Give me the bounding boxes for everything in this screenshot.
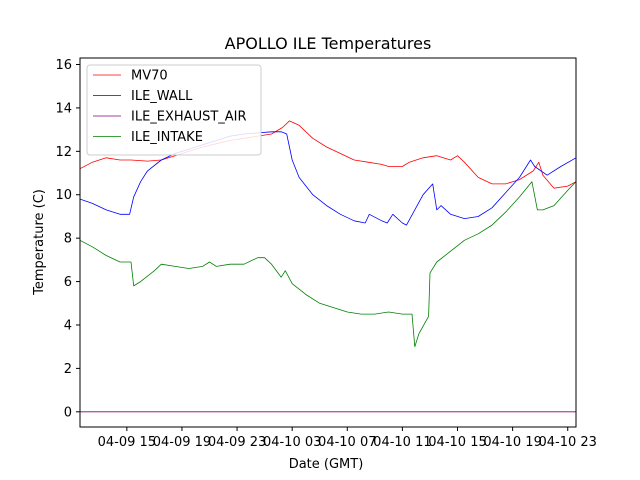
x-tick-label: 04-10 19 — [483, 435, 541, 450]
y-tick-label: 0 — [64, 405, 72, 420]
legend-box — [86, 64, 262, 156]
x-tick-label: 04-10 03 — [263, 435, 321, 450]
x-tick-label: 04-10 07 — [318, 435, 376, 450]
y-tick-label: 14 — [55, 101, 72, 116]
y-tick-label: 8 — [64, 232, 72, 247]
x-tick-label: 04-09 15 — [98, 435, 156, 450]
legend: MV70 ILE_WALL ILE_EXHAUST_AIR ILE_INTAKE — [86, 64, 262, 156]
y-tick-label: 16 — [55, 58, 72, 73]
legend-label: ILE_WALL — [131, 89, 193, 104]
legend-label: ILE_EXHAUST_AIR — [131, 110, 247, 125]
x-tick-label: 04-09 19 — [153, 435, 211, 450]
chart-title: APOLLO ILE Temperatures — [225, 34, 432, 53]
x-tick-label: 04-10 15 — [428, 435, 486, 450]
x-tick-label: 04-10 11 — [373, 435, 431, 450]
x-tick-label: 04-09 23 — [208, 435, 266, 450]
legend-label: MV70 — [131, 69, 168, 84]
y-axis-label: Temperature (C) — [32, 189, 47, 296]
y-tick-label: 12 — [55, 145, 72, 160]
y-tick-label: 2 — [64, 362, 72, 377]
y-tick-label: 4 — [64, 318, 72, 333]
x-axis-label: Date (GMT) — [289, 457, 364, 472]
y-tick-label: 6 — [64, 275, 72, 290]
plot-frame — [79, 57, 577, 428]
series-line-ile-intake — [80, 181, 576, 348]
series-line-mv70 — [80, 120, 576, 189]
x-tick-label: 04-10 23 — [539, 435, 597, 450]
legend-label: ILE_INTAKE — [131, 130, 203, 145]
y-tick-label: 10 — [55, 188, 72, 203]
series-line-ile-wall — [80, 131, 576, 226]
series-layer — [80, 120, 576, 413]
